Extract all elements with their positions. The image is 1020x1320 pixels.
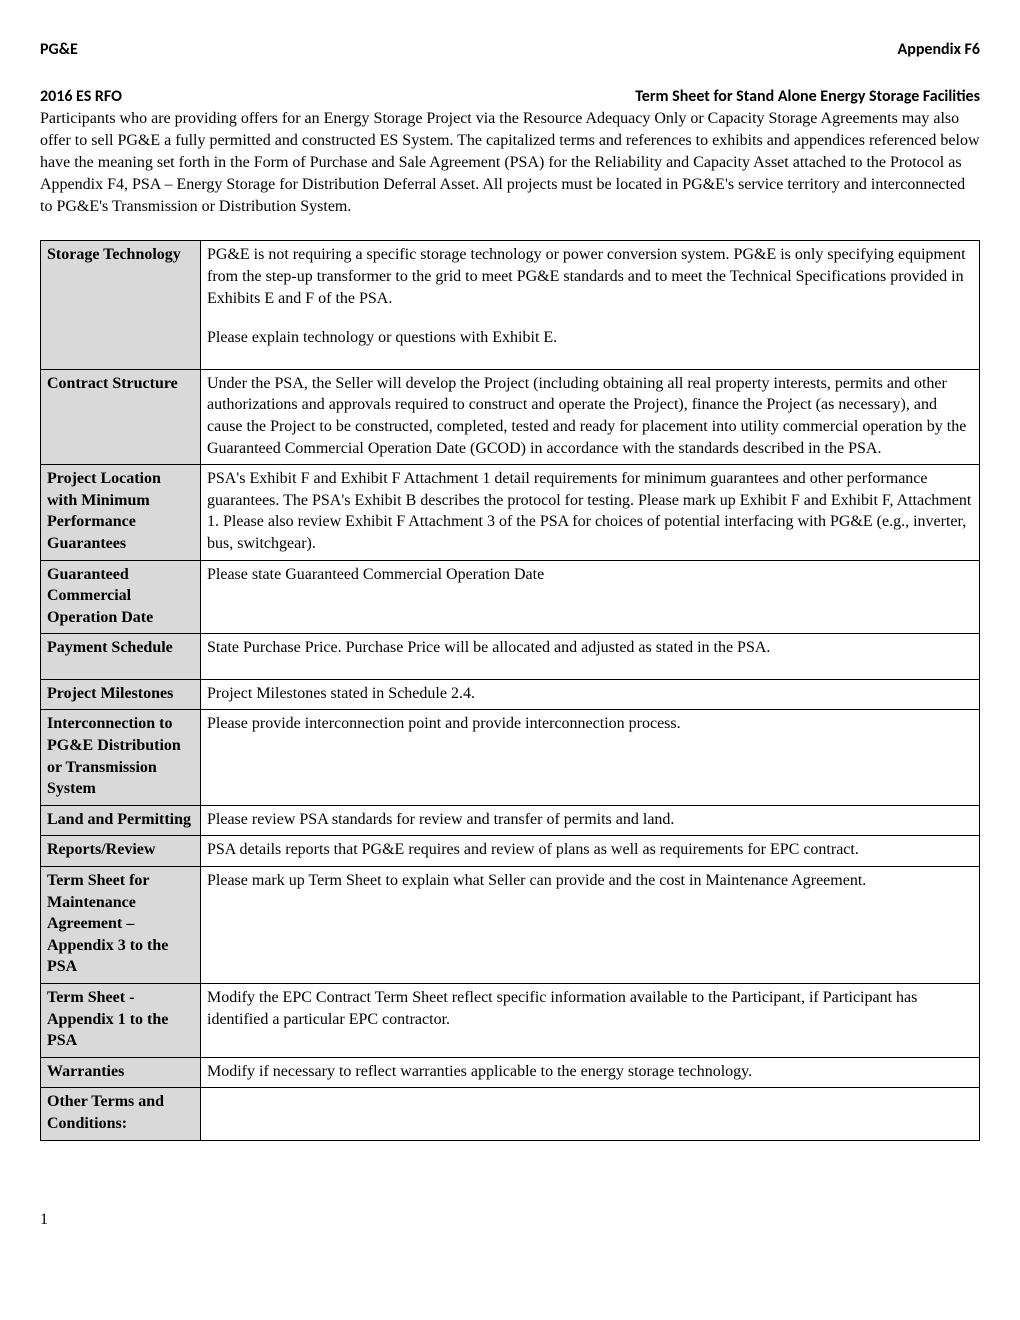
subheader-right: Term Sheet for Stand Alone Energy Storag…: [635, 87, 980, 106]
row-value: Modify the EPC Contract Term Sheet refle…: [201, 984, 980, 1058]
row-value-text: Please provide interconnection point and…: [207, 713, 973, 735]
row-value-text: Under the PSA, the Seller will develop t…: [207, 373, 973, 459]
row-value-text: Please state Guaranteed Commercial Opera…: [207, 564, 973, 586]
table-row: Storage TechnologyPG&E is not requiring …: [41, 241, 980, 369]
table-row: Project Milestones Project Milestones sta…: [41, 679, 980, 710]
row-value-text: Modify the EPC Contract Term Sheet refle…: [207, 987, 973, 1030]
row-value: [201, 1088, 980, 1140]
row-value: Modify if necessary to reflect warrantie…: [201, 1057, 980, 1088]
row-label: Reports/Review: [41, 836, 201, 867]
row-value: Under the PSA, the Seller will develop t…: [201, 369, 980, 464]
row-value-text: State Purchase Price. Purchase Price wil…: [207, 637, 973, 659]
page-subheader: 2016 ES RFO Term Sheet for Stand Alone E…: [40, 87, 980, 106]
table-row: Warranties Modify if necessary to reflect…: [41, 1057, 980, 1088]
page-header: PG&E Appendix F6: [40, 40, 980, 59]
row-value: PG&E is not requiring a specific storage…: [201, 241, 980, 369]
row-label: Project Milestones: [41, 679, 201, 710]
row-value: PSA details reports that PG&E requires a…: [201, 836, 980, 867]
row-value: Project Milestones stated in Schedule 2.…: [201, 679, 980, 710]
row-value-text: Please review PSA standards for review a…: [207, 809, 973, 831]
table-row: Interconnection to PG&E Distribution or …: [41, 710, 980, 805]
row-label: Contract Structure: [41, 369, 201, 464]
table-row: Payment Schedule State Purchase Price. Pu…: [41, 634, 980, 680]
row-label: Term Sheet for Maintenance Agreement – A…: [41, 867, 201, 984]
row-value-text: Please mark up Term Sheet to explain wha…: [207, 870, 973, 892]
row-value-text: PSA's Exhibit F and Exhibit F Attachment…: [207, 468, 973, 554]
row-value-text: Project Milestones stated in Schedule 2.…: [207, 683, 973, 705]
row-value: Please state Guaranteed Commercial Opera…: [201, 560, 980, 634]
row-label: Project Location with Minimum Performanc…: [41, 465, 201, 560]
table-row: Term Sheet for Maintenance Agreement – A…: [41, 867, 980, 984]
row-label: Interconnection to PG&E Distribution or …: [41, 710, 201, 805]
row-value-text-secondary: Please explain technology or questions w…: [207, 327, 973, 349]
row-label: Warranties: [41, 1057, 201, 1088]
table-row: Reports/Review PSA details reports that P…: [41, 836, 980, 867]
table-row: Guaranteed Commercial Operation Date Plea…: [41, 560, 980, 634]
row-label: Storage Technology: [41, 241, 201, 369]
row-value-text: Modify if necessary to reflect warrantie…: [207, 1061, 973, 1083]
header-left: PG&E: [40, 40, 78, 59]
row-label: Payment Schedule: [41, 634, 201, 680]
page-number: 1: [40, 1211, 980, 1229]
row-label: Guaranteed Commercial Operation Date: [41, 560, 201, 634]
table-row: Land and Permitting Please review PSA sta…: [41, 805, 980, 836]
intro-paragraph: Participants who are providing offers fo…: [40, 108, 980, 218]
row-value: Please mark up Term Sheet to explain wha…: [201, 867, 980, 984]
term-sheet-table: Storage TechnologyPG&E is not requiring …: [40, 240, 980, 1140]
table-row: Term Sheet - Appendix 1 to the PSAModify…: [41, 984, 980, 1058]
row-value: Please review PSA standards for review a…: [201, 805, 980, 836]
row-value-text: PG&E is not requiring a specific storage…: [207, 244, 973, 309]
table-row: Contract StructureUnder the PSA, the Sel…: [41, 369, 980, 464]
subheader-left: 2016 ES RFO: [40, 87, 122, 106]
header-right: Appendix F6: [898, 40, 980, 59]
row-label: Other Terms and Conditions:: [41, 1088, 201, 1140]
row-value: State Purchase Price. Purchase Price wil…: [201, 634, 980, 680]
row-label: Land and Permitting: [41, 805, 201, 836]
row-value-text: PSA details reports that PG&E requires a…: [207, 839, 973, 861]
table-row: Project Location with Minimum Performanc…: [41, 465, 980, 560]
row-value: PSA's Exhibit F and Exhibit F Attachment…: [201, 465, 980, 560]
row-label: Term Sheet - Appendix 1 to the PSA: [41, 984, 201, 1058]
table-row: Other Terms and Conditions:: [41, 1088, 980, 1140]
row-value: Please provide interconnection point and…: [201, 710, 980, 805]
